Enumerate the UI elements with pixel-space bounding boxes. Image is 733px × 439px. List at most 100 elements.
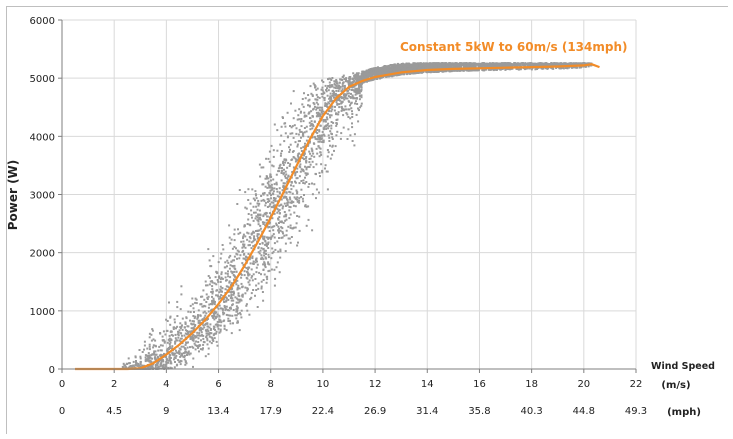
scatter-point: [357, 73, 360, 76]
scatter-point: [328, 140, 331, 142]
scatter-point: [412, 63, 415, 66]
scatter-point: [148, 343, 151, 346]
scatter-point: [282, 164, 285, 166]
scatter-point: [181, 334, 183, 337]
scatter-point: [321, 171, 324, 174]
scatter-point: [320, 92, 323, 95]
scatter-point: [445, 70, 448, 73]
scatter-point: [172, 352, 174, 355]
scatter-point: [284, 125, 287, 128]
scatter-point: [132, 364, 135, 367]
scatter-point: [296, 198, 299, 201]
scatter-point: [303, 152, 306, 155]
scatter-point: [245, 267, 248, 270]
scatter-point: [269, 189, 272, 192]
scatter-point: [169, 341, 172, 344]
scatter-point: [253, 231, 256, 234]
scatter-point: [294, 160, 297, 163]
scatter-point: [184, 348, 187, 351]
scatter-point: [152, 344, 155, 347]
scatter-point: [346, 138, 349, 140]
scatter-point: [273, 123, 276, 126]
scatter-point: [357, 90, 359, 93]
scatter-point: [177, 330, 179, 333]
scatter-point: [274, 200, 277, 203]
scatter-point: [481, 66, 484, 68]
scatter-point: [333, 93, 335, 96]
scatter-point: [273, 225, 276, 228]
scatter-point: [260, 254, 263, 257]
scatter-point: [214, 323, 217, 326]
scatter-point: [196, 334, 199, 337]
scatter-point: [262, 183, 265, 186]
scatter-point: [206, 339, 209, 342]
scatter-point: [296, 170, 299, 173]
scatter-point: [221, 307, 224, 310]
scatter-point: [262, 279, 265, 281]
scatter-point: [432, 62, 435, 65]
scatter-point: [192, 315, 195, 317]
scatter-point: [176, 351, 178, 354]
scatter-point: [304, 145, 307, 147]
scatter-point: [374, 74, 377, 77]
scatter-point: [252, 245, 255, 248]
scatter-point: [311, 193, 314, 196]
scatter-point: [262, 223, 265, 225]
scatter-point: [424, 66, 427, 69]
scatter-point: [209, 332, 212, 334]
scatter-point: [357, 120, 360, 123]
scatter-point: [423, 64, 426, 66]
scatter-point: [264, 263, 267, 266]
scatter-point: [289, 201, 292, 204]
scatter-point: [134, 364, 137, 367]
scatter-point: [288, 237, 291, 240]
scatter-point: [335, 124, 338, 127]
scatter-point: [254, 193, 257, 196]
scatter-point: [331, 94, 334, 97]
scatter-point: [292, 117, 295, 120]
scatter-point: [315, 197, 317, 200]
scatter-point: [347, 80, 350, 83]
scatter-point: [506, 68, 509, 70]
scatter-point: [300, 147, 303, 150]
scatter-point: [215, 332, 218, 335]
scatter-point: [294, 157, 297, 160]
scatter-point: [278, 222, 280, 224]
scatter-point: [352, 72, 355, 75]
scatter-point: [321, 112, 324, 115]
scatter-point: [331, 144, 334, 147]
scatter-point: [336, 103, 339, 105]
scatter-point: [387, 68, 390, 71]
scatter-point: [197, 315, 200, 318]
scatter-point: [456, 66, 458, 69]
scatter-point: [207, 325, 210, 328]
scatter-point: [229, 276, 232, 279]
scatter-point: [122, 366, 125, 369]
scatter-point: [528, 67, 531, 70]
scatter-point: [324, 84, 327, 87]
scatter-point: [307, 205, 310, 208]
scatter-point: [219, 289, 222, 292]
scatter-point: [237, 292, 240, 295]
scatter-point: [247, 244, 250, 247]
scatter-point: [582, 65, 585, 68]
scatter-point: [277, 218, 280, 221]
scatter-point: [328, 110, 331, 113]
scatter-point: [271, 206, 273, 209]
scatter-point: [377, 67, 380, 70]
scatter-point: [234, 314, 237, 317]
scatter-point: [227, 298, 230, 301]
scatter-point: [189, 319, 191, 322]
scatter-point: [282, 205, 285, 208]
scatter-point: [516, 62, 519, 65]
scatter-point: [124, 364, 127, 367]
scatter-point: [203, 310, 206, 313]
scatter-point: [407, 62, 410, 65]
scatter-point: [265, 253, 267, 255]
scatter-point: [550, 66, 553, 69]
scatter-point: [153, 351, 156, 354]
scatter-point: [307, 185, 310, 188]
scatter-point: [350, 92, 352, 95]
scatter-point: [308, 104, 311, 107]
scatter-point: [340, 109, 343, 112]
